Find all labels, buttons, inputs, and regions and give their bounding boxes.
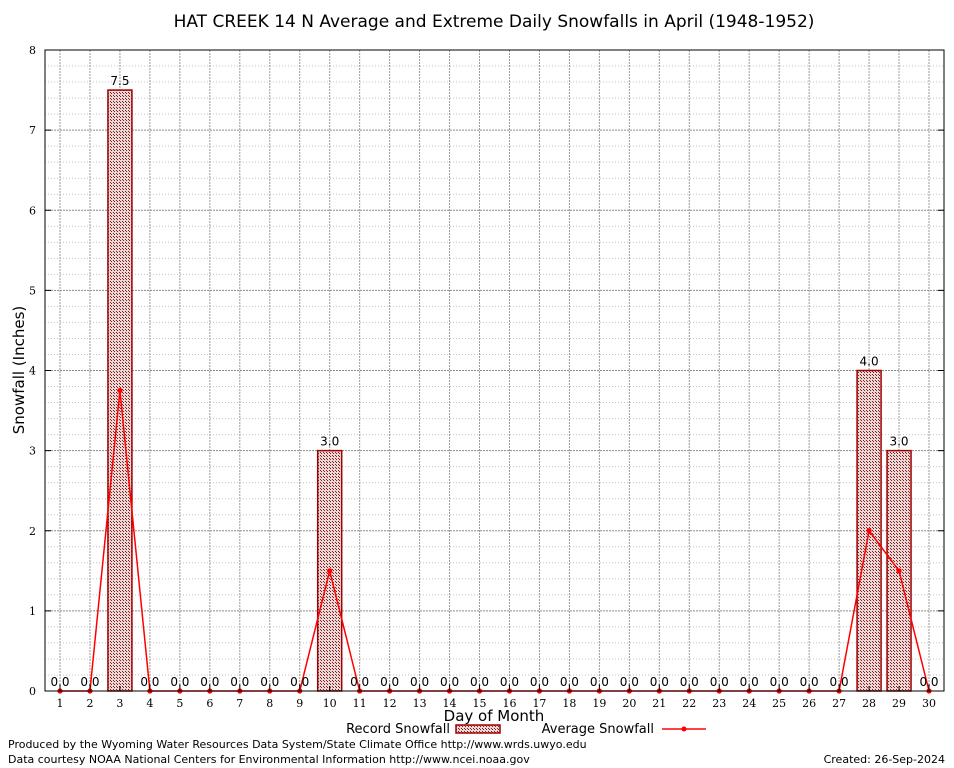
x-tick-label: 9 xyxy=(296,697,303,710)
x-tick-label: 12 xyxy=(383,697,397,710)
x-tick-label: 22 xyxy=(682,697,696,710)
x-tick-label: 24 xyxy=(742,697,756,710)
x-tick-label: 18 xyxy=(562,697,576,710)
y-tick-label: 8 xyxy=(29,44,36,57)
record-bar-label: 4.0 xyxy=(860,355,879,369)
y-tick-label: 0 xyxy=(29,685,36,698)
y-tick-label: 7 xyxy=(29,124,36,137)
x-tick-label: 25 xyxy=(772,697,786,710)
record-bar-label: 0.0 xyxy=(470,675,489,689)
footer-created: Created: 26-Sep-2024 xyxy=(823,753,945,766)
x-tick-label: 21 xyxy=(652,697,666,710)
x-tick-label: 1 xyxy=(57,697,64,710)
footer-courtesy: Data courtesy NOAA National Centers for … xyxy=(8,753,530,766)
record-bar-label: 0.0 xyxy=(680,675,699,689)
record-bar-label: 0.0 xyxy=(200,675,219,689)
record-bar-label: 0.0 xyxy=(440,675,459,689)
x-tick-label: 30 xyxy=(922,697,936,710)
y-ticks: 0 1 2 3 4 5 6 7 8 xyxy=(29,44,944,698)
y-tick-label: 6 xyxy=(29,204,36,217)
x-tick-label: 4 xyxy=(146,697,153,710)
average-point xyxy=(117,387,123,394)
x-tick-label: 6 xyxy=(206,697,213,710)
footer-produced-by: Produced by the Wyoming Water Resources … xyxy=(8,738,587,751)
record-bar-label: 0.0 xyxy=(620,675,639,689)
y-tick-label: 2 xyxy=(29,525,36,538)
legend-average-label: Average Snowfall xyxy=(542,722,654,737)
x-tick-label: 29 xyxy=(892,697,906,710)
y-axis-label: Snowfall (Inches) xyxy=(10,306,28,434)
record-bar-label: 0.0 xyxy=(380,675,399,689)
record-bar-label: 0.0 xyxy=(770,675,789,689)
record-bar-label: 0.0 xyxy=(530,675,549,689)
x-tick-label: 17 xyxy=(532,697,546,710)
record-bar-label: 0.0 xyxy=(350,675,369,689)
average-point xyxy=(327,568,333,574)
x-tick-label: 19 xyxy=(592,697,606,710)
chart-title: HAT CREEK 14 N Average and Extreme Daily… xyxy=(174,12,815,32)
record-bar-label: 0.0 xyxy=(230,675,249,689)
record-bar-label: 0.0 xyxy=(140,675,159,689)
x-tick-label: 10 xyxy=(323,697,337,710)
x-tick-label: 5 xyxy=(176,697,183,710)
x-tick-label: 8 xyxy=(266,697,273,710)
x-ticks: 1 2 3 4 5 6 7 8 9 10 11 12 13 14 15 16 17 18 19 20 21 22 23 24 2… xyxy=(57,686,936,710)
record-bar-label: 0.0 xyxy=(290,675,309,689)
record-bar-label: 0.0 xyxy=(80,675,99,689)
legend-record-label: Record Snowfall xyxy=(346,722,450,737)
bar-labels: 0.0 0.0 7.5 0.0 0.0 0.0 0.0 0.0 0.0 3.0 0.0 0.0 0.0 0… xyxy=(50,74,938,689)
average-series-line xyxy=(60,390,930,692)
x-axis-label: Day of Month xyxy=(444,707,545,725)
average-point xyxy=(866,528,872,534)
x-tick-label: 15 xyxy=(473,697,487,710)
record-bar-label: 0.0 xyxy=(919,675,938,689)
y-tick-label: 5 xyxy=(29,284,36,297)
record-bar-label: 0.0 xyxy=(560,675,579,689)
legend-record-swatch xyxy=(455,724,501,734)
x-tick-label: 11 xyxy=(353,697,367,710)
average-line xyxy=(57,387,932,694)
x-tick-label: 13 xyxy=(413,697,427,710)
record-bar-label: 0.0 xyxy=(590,675,609,689)
x-tick-label: 2 xyxy=(86,697,93,710)
x-tick-label: 20 xyxy=(622,697,636,710)
record-bar-label: 3.0 xyxy=(320,435,339,449)
record-bar-label: 3.0 xyxy=(889,435,908,449)
record-bar-label: 0.0 xyxy=(170,675,189,689)
legend: Record Snowfall Average Snowfall xyxy=(346,722,706,737)
record-bar-label: 0.0 xyxy=(740,675,759,689)
x-tick-label: 23 xyxy=(712,697,726,710)
legend-average-marker xyxy=(681,726,687,732)
grid xyxy=(45,49,944,692)
y-tick-label: 3 xyxy=(29,445,36,458)
x-tick-label: 3 xyxy=(116,697,123,710)
record-bar-label: 0.0 xyxy=(50,675,69,689)
x-tick-label: 28 xyxy=(862,697,876,710)
x-tick-label: 27 xyxy=(832,697,846,710)
record-bar-label: 0.0 xyxy=(710,675,729,689)
y-tick-label: 4 xyxy=(29,365,36,378)
x-tick-label: 14 xyxy=(443,697,457,710)
record-bar-label: 0.0 xyxy=(650,675,669,689)
record-bar-label: 0.0 xyxy=(830,675,849,689)
y-tick-label: 1 xyxy=(29,605,36,618)
average-point xyxy=(896,568,902,574)
record-bar-label: 0.0 xyxy=(500,675,519,689)
x-tick-label: 26 xyxy=(802,697,816,710)
record-bar-label: 0.0 xyxy=(410,675,429,689)
x-tick-label: 16 xyxy=(502,697,516,710)
record-bar-label: 0.0 xyxy=(800,675,819,689)
x-tick-label: 7 xyxy=(236,697,243,710)
record-bar-label: 7.5 xyxy=(110,74,129,88)
record-bar-label: 0.0 xyxy=(260,675,279,689)
